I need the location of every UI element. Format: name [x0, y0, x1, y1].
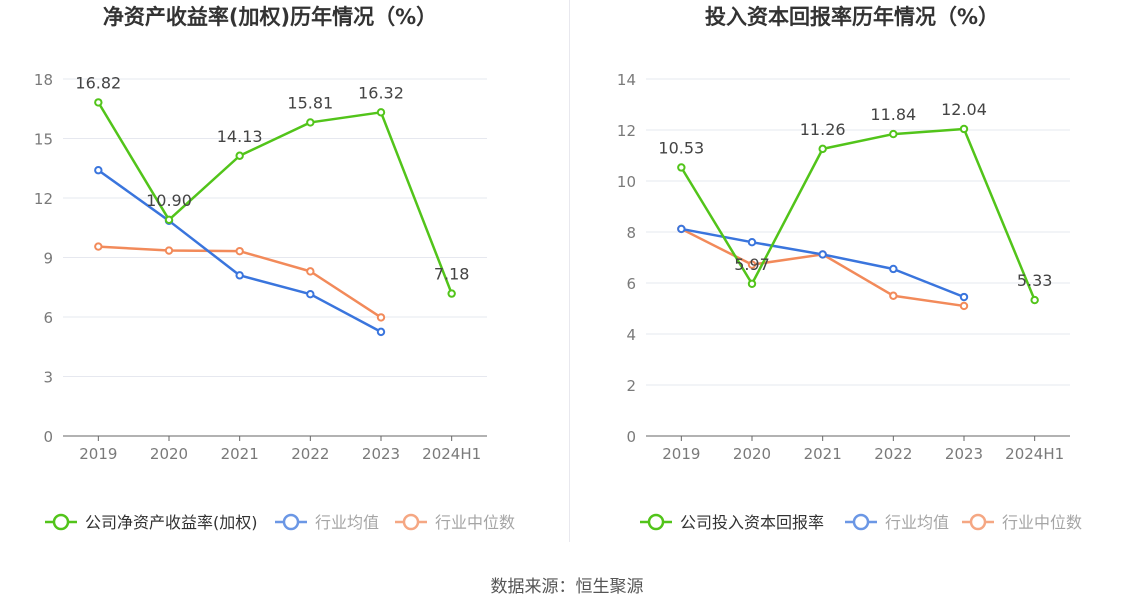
y-tick-label: 0 — [626, 428, 636, 446]
y-tick-label: 6 — [626, 275, 636, 293]
legend-marker — [647, 513, 665, 531]
data-point — [747, 279, 757, 288]
data-label: 12.04 — [941, 100, 987, 119]
series-line-2 — [680, 227, 965, 308]
y-tick-label: 0 — [43, 428, 53, 446]
data-label: 5.33 — [1017, 271, 1053, 290]
y-tick-label: 12 — [34, 190, 53, 208]
data-point — [376, 327, 386, 337]
data-point — [376, 108, 386, 117]
legend-item: 行业中位数 — [395, 513, 515, 532]
data-point — [889, 291, 898, 300]
data-point — [235, 246, 244, 256]
data-point — [306, 118, 315, 127]
data-label: 16.82 — [75, 73, 121, 92]
y-tick-label: 2 — [626, 377, 636, 395]
data-point — [306, 289, 315, 299]
chart-title: 净资产收益率(加权)历年情况（%） — [103, 5, 437, 29]
data-label: 11.84 — [870, 105, 916, 124]
legend-marker — [852, 513, 870, 531]
data-point — [747, 238, 757, 247]
data-point — [94, 98, 103, 107]
data-label: 11.26 — [800, 120, 846, 139]
data-point — [677, 163, 686, 172]
data-source: 数据来源：恒生聚源 — [490, 577, 644, 597]
legend-label: 行业均值 — [315, 513, 379, 532]
legend-item: 公司净资产收益率(加权) — [45, 513, 258, 532]
data-label: 5.97 — [734, 255, 770, 274]
panel-divider — [569, 0, 570, 542]
legend-item: 行业均值 — [845, 513, 949, 532]
x-tick-label: 2022 — [291, 445, 329, 463]
legend-label: 行业中位数 — [1002, 513, 1082, 532]
x-tick-label: 2021 — [221, 445, 259, 463]
data-point — [959, 292, 969, 302]
data-point — [447, 289, 456, 298]
legend-item: 行业均值 — [275, 513, 379, 532]
charts-canvas: 净资产收益率(加权)历年情况（%） 0 3 6 9 12 15 18 2019 2020 2021 2… — [34, 5, 1082, 532]
y-tick-label: 15 — [34, 131, 53, 149]
legend-label: 公司净资产收益率(加权) — [85, 513, 258, 532]
legend-label: 行业中位数 — [435, 513, 515, 532]
legend-label: 行业均值 — [885, 513, 949, 532]
data-point — [164, 246, 174, 255]
legend-item: 公司投入资本回报率 — [640, 513, 824, 532]
x-tick-label: 2020 — [733, 445, 771, 463]
data-point — [889, 129, 898, 139]
y-tick-label: 10 — [617, 173, 636, 191]
legend-marker — [52, 513, 70, 531]
data-point — [235, 151, 244, 160]
data-point — [889, 264, 898, 274]
y-tick-label: 6 — [43, 309, 53, 327]
chart-title: 投入资本回报率历年情况（%） — [705, 5, 999, 29]
data-point — [818, 250, 827, 259]
data-point — [376, 313, 386, 322]
legend-marker — [282, 513, 300, 531]
legend-marker — [402, 513, 420, 531]
legend-item: 行业中位数 — [962, 513, 1082, 532]
series-line-0 — [680, 127, 1036, 301]
data-point — [959, 124, 969, 134]
y-tick-label: 3 — [43, 369, 53, 387]
x-tick-label: 2022 — [874, 445, 912, 463]
y-tick-label: 14 — [617, 71, 636, 89]
legend-marker — [969, 513, 987, 531]
chart-panel-1: 净资产收益率(加权)历年情况（%） 0 3 6 9 12 15 18 2019 2020 2021 2… — [34, 5, 515, 532]
data-label: 7.18 — [434, 265, 470, 284]
x-tick-label: 2024H1 — [422, 445, 481, 463]
y-tick-label: 8 — [626, 224, 636, 242]
data-point — [1030, 295, 1039, 305]
data-point — [94, 242, 103, 251]
data-point — [164, 215, 174, 225]
chart-panel-2: 投入资本回报率历年情况（%） 0 2 4 6 8 10 12 14 2019 2020 2021 202… — [617, 5, 1082, 532]
data-point — [959, 301, 969, 311]
data-label: 10.90 — [146, 191, 192, 210]
y-tick-label: 4 — [626, 326, 636, 344]
data-point — [94, 166, 103, 175]
data-label: 16.32 — [358, 83, 404, 102]
data-point — [818, 144, 827, 154]
x-tick-label: 2023 — [945, 445, 983, 463]
y-tick-label: 12 — [617, 122, 636, 140]
x-tick-label: 2023 — [362, 445, 400, 463]
x-tick-label: 2021 — [804, 445, 842, 463]
data-label: 15.81 — [287, 93, 333, 112]
y-tick-label: 9 — [43, 250, 53, 268]
data-point — [677, 224, 686, 234]
data-point — [306, 267, 315, 276]
series-line-0 — [97, 101, 453, 295]
data-point — [747, 260, 757, 269]
x-tick-label: 2019 — [662, 445, 700, 463]
x-tick-label: 2019 — [79, 445, 117, 463]
legend-label: 公司投入资本回报率 — [680, 513, 824, 532]
data-label: 10.53 — [658, 138, 704, 157]
x-tick-label: 2020 — [150, 445, 188, 463]
data-point — [235, 271, 244, 280]
y-tick-label: 18 — [34, 71, 53, 89]
x-tick-label: 2024H1 — [1005, 445, 1064, 463]
data-label: 14.13 — [217, 127, 263, 146]
